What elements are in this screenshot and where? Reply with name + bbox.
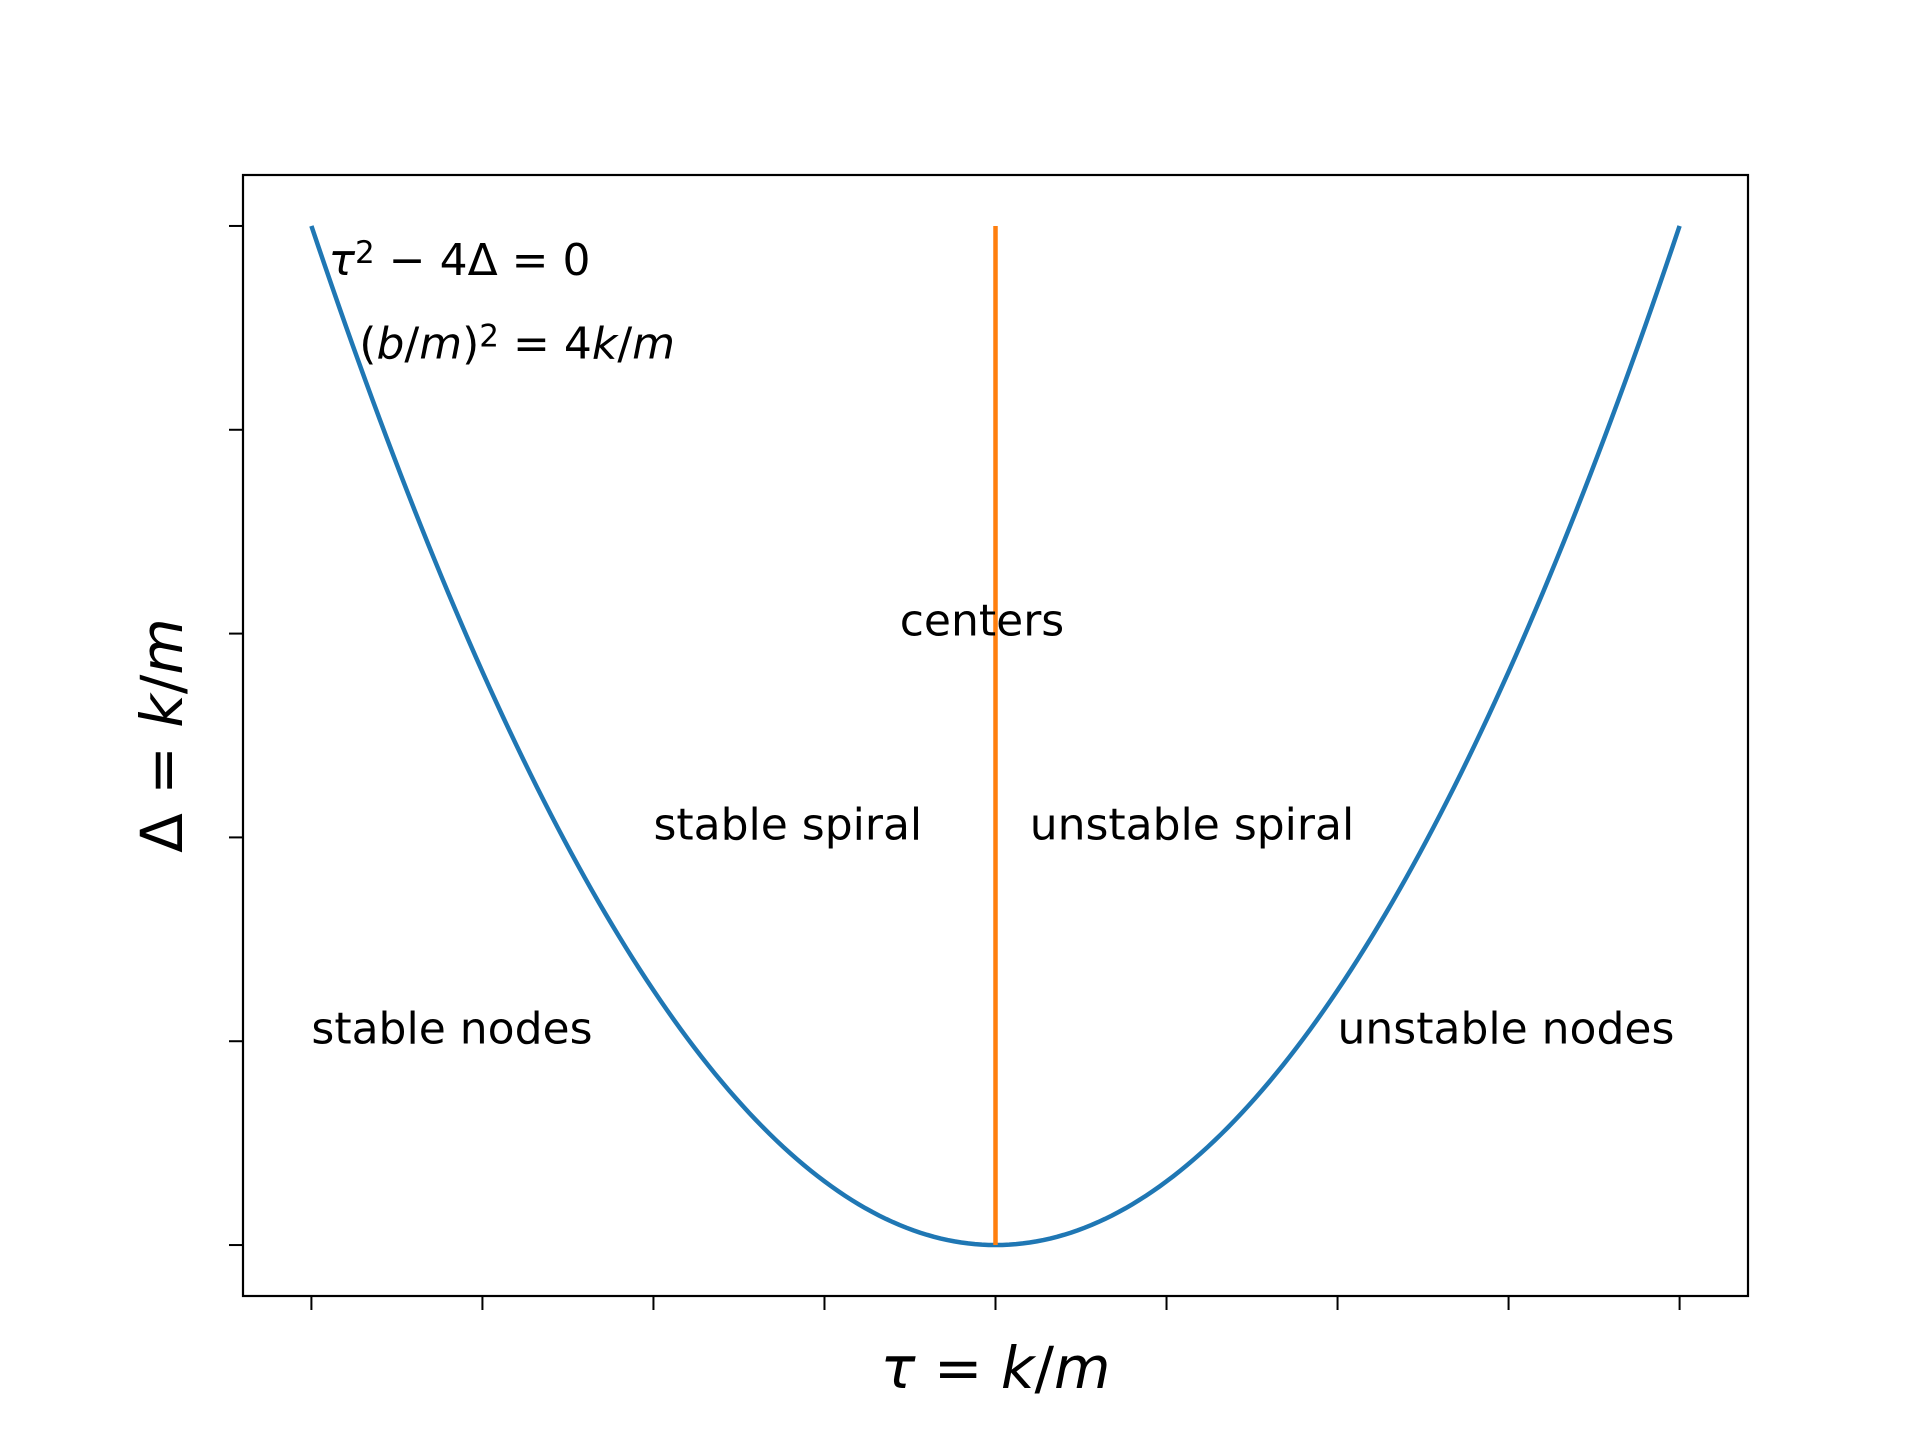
axes-frame [241,173,1750,1298]
text-part: / [1034,1334,1054,1402]
text-part: k [592,318,619,369]
text-part: b [376,318,404,369]
curve-equation-1: τ2 − 4Δ = 0 [329,234,591,285]
text-part: = [915,1334,1000,1402]
label-stable-spiral: stable spiral [653,799,922,850]
text-part: 2 [479,318,499,354]
axis-ticks [229,224,1681,1310]
text-part: unstable spiral [1030,799,1354,850]
text-part: = [128,728,196,813]
text-part: unstable nodes [1338,1003,1675,1054]
text-part: = 4 [499,318,592,369]
text-part: τ [329,235,356,286]
text-part: / [128,674,196,694]
text-part: stable spiral [653,799,922,850]
text-part: k [128,692,196,728]
text-part: 2 [355,234,375,270]
plot-area [309,225,1682,1248]
text-part: ) [462,318,479,369]
text-part: stable nodes [311,1003,592,1054]
y-axis-label: Δ = k/m [128,618,196,853]
label-stable-nodes: stable nodes [311,1003,592,1054]
x-axis-label: τ = k/m [880,1334,1110,1402]
text-part: m [419,318,462,369]
label-centers: centers [900,596,1064,647]
text-part: Δ [128,813,196,853]
text-part: m [128,618,196,675]
text-part: τ [880,1334,916,1402]
series-parabola [309,225,1682,1248]
text-part: ( [359,318,376,369]
text-part: − 4Δ = 0 [375,235,591,286]
text-part: / [404,318,419,369]
text-part: centers [900,596,1064,647]
label-unstable-spiral: unstable spiral [1030,799,1354,850]
label-unstable-nodes: unstable nodes [1338,1003,1675,1054]
text-part: m [1054,1334,1111,1402]
curve-equation-2: (b/m)2 = 4k/m [359,318,675,369]
text-part: k [1001,1334,1037,1402]
text-part: m [632,318,675,369]
text-part: / [617,318,632,369]
